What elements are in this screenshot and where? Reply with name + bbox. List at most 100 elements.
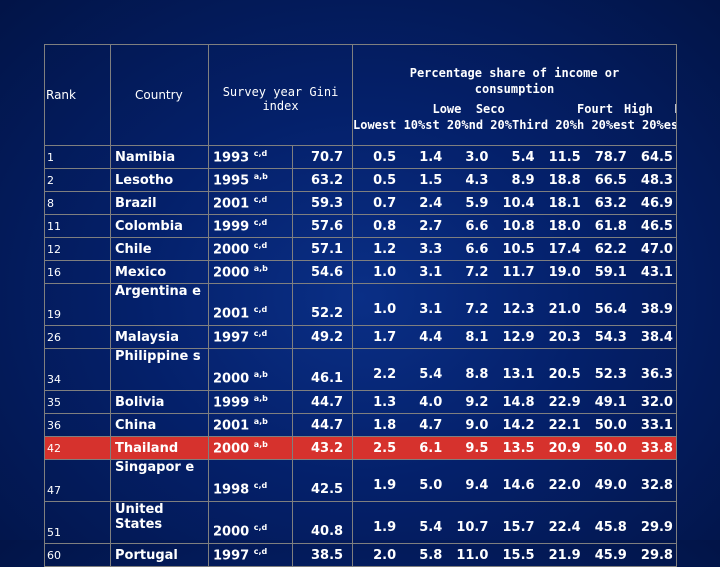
rank-cell: 1 xyxy=(44,145,111,169)
year-footnote: c,d xyxy=(253,328,268,338)
table-row: 26 Malaysia 1997 c,d 49.2 1.7 4.4 8.1 12.9 20.3 5… xyxy=(44,325,677,349)
share-value: 20.5 xyxy=(548,367,581,382)
survey-year-cell: 2000 a,b xyxy=(208,436,293,460)
share-value: 2.5 xyxy=(373,440,397,456)
share-value: 66.5 xyxy=(594,172,627,188)
country-cell: Singapor e xyxy=(110,459,209,502)
share-value: 4.7 xyxy=(419,417,443,433)
gini-cell: 54.6 xyxy=(292,260,353,284)
year-value: 1999 xyxy=(213,395,250,411)
gini-cell: 70.7 xyxy=(292,145,353,169)
share-value: 11.7 xyxy=(502,264,535,280)
share-value: 22.4 xyxy=(548,520,581,535)
survey-year-cell: 2000 a,b xyxy=(208,348,293,391)
gini-cell: 57.6 xyxy=(292,214,353,238)
shares-cell: 1.9 5.4 10.7 15.7 22.4 45.8 29.9 xyxy=(352,501,677,544)
share-value: 50.0 xyxy=(594,440,627,456)
survey-year-cell: 2001 a,b xyxy=(208,413,293,437)
table-row: 47 Singapor e 1998 c,d 42.5 1.9 5.0 9.4 14.6 22.… xyxy=(44,459,677,502)
share-value: 3.1 xyxy=(419,264,443,280)
year-value: 1993 xyxy=(213,150,250,166)
share-value: 1.8 xyxy=(373,417,397,433)
share-value: 0.5 xyxy=(373,172,397,188)
share-col-header-4: Third 20% xyxy=(511,118,577,132)
share-value: 33.1 xyxy=(640,417,673,433)
table-row: 16 Mexico 2000 a,b 54.6 1.0 3.1 7.2 11.7 19.0 59.… xyxy=(44,260,677,284)
share-value: 1.5 xyxy=(419,172,443,188)
year-value: 1995 xyxy=(213,173,250,189)
table-header-row: Rank Country Survey year Gini index Perc… xyxy=(44,44,677,146)
rank-cell: 2 xyxy=(44,168,111,192)
percentage-title-line2: consumption xyxy=(474,82,555,96)
year-footnote: c,d xyxy=(253,546,268,556)
share-value: 5.0 xyxy=(419,478,443,493)
share-col-header-6: High est 20% xyxy=(613,102,664,132)
shares-cell: 0.5 1.5 4.3 8.9 18.8 66.5 48.3 xyxy=(352,168,677,192)
share-value: 8.9 xyxy=(511,172,535,188)
table-row: 34 Philippine s 2000 a,b 46.1 2.2 5.4 8.8 13.1 2… xyxy=(44,348,677,391)
year-footnote: c,d xyxy=(253,304,268,314)
year-value: 2000 xyxy=(213,371,250,386)
gini-cell: 40.8 xyxy=(292,501,353,544)
share-value: 63.2 xyxy=(594,195,627,211)
table-row: 8 Brazil 2001 c,d 59.3 0.7 2.4 5.9 10.4 18.1 63.2… xyxy=(44,191,677,215)
year-value: 1997 xyxy=(213,330,250,346)
share-value: 18.0 xyxy=(548,218,581,234)
share-value: 4.0 xyxy=(419,394,443,410)
rank-cell: 11 xyxy=(44,214,111,238)
rank-cell: 35 xyxy=(44,390,111,414)
share-value: 13.5 xyxy=(502,440,535,456)
share-value: 54.3 xyxy=(594,329,627,345)
share-value: 0.5 xyxy=(373,149,397,165)
share-value: 7.2 xyxy=(465,302,489,317)
share-value: 47.0 xyxy=(640,241,673,257)
year-footnote: c,d xyxy=(253,522,268,532)
year-value: 2000 xyxy=(213,524,250,539)
share-value: 4.4 xyxy=(419,329,443,345)
gini-cell: 43.2 xyxy=(292,436,353,460)
share-value: 9.5 xyxy=(465,440,489,456)
share-value: 12.9 xyxy=(502,329,535,345)
share-value: 18.1 xyxy=(548,195,581,211)
country-cell: Malaysia xyxy=(110,325,209,349)
gini-cell: 59.3 xyxy=(292,191,353,215)
share-value: 9.4 xyxy=(465,478,489,493)
year-footnote: a,b xyxy=(253,263,268,273)
share-value: 5.4 xyxy=(419,520,443,535)
share-value: 5.4 xyxy=(419,367,443,382)
year-value: 2000 xyxy=(213,441,250,457)
share-value: 45.8 xyxy=(594,520,627,535)
share-col-header-2: Lowe st 20% xyxy=(425,102,469,132)
table-row: 42 Thailand 2000 a,b 43.2 2.5 6.1 9.5 13.5 20.9 5… xyxy=(44,436,677,460)
share-value: 6.6 xyxy=(465,218,489,234)
share-value: 14.8 xyxy=(502,394,535,410)
year-footnote: c,d xyxy=(253,217,268,227)
gini-cell: 52.2 xyxy=(292,283,353,326)
share-value: 50.0 xyxy=(594,417,627,433)
share-value: 62.2 xyxy=(594,241,627,257)
share-value: 6.6 xyxy=(465,241,489,257)
year-footnote: c,d xyxy=(253,240,268,250)
survey-year-cell: 1993 c,d xyxy=(208,145,293,169)
year-value: 1999 xyxy=(213,219,250,235)
share-subheaders: Lowest 10% Lowe st 20% Seco nd 20% Third 2… xyxy=(353,101,676,133)
shares-cell: 1.3 4.0 9.2 14.8 22.9 49.1 32.0 xyxy=(352,390,677,414)
year-footnote: a,b xyxy=(253,171,268,181)
share-value: 1.3 xyxy=(373,394,397,410)
slide: Rank Country Survey year Gini index Perc… xyxy=(44,44,677,567)
share-value: 20.3 xyxy=(548,329,581,345)
shares-cell: 1.7 4.4 8.1 12.9 20.3 54.3 38.4 xyxy=(352,325,677,349)
share-value: 3.0 xyxy=(465,149,489,165)
year-value: 2001 xyxy=(213,196,250,212)
shares-cell: 1.0 3.1 7.2 11.7 19.0 59.1 43.1 xyxy=(352,260,677,284)
year-value: 2000 xyxy=(213,265,250,281)
share-value: 1.7 xyxy=(373,329,397,345)
rank-header: Rank xyxy=(44,44,111,146)
shares-cell: 1.0 3.1 7.2 12.3 21.0 56.4 38.9 xyxy=(352,283,677,326)
country-cell: Bolivia xyxy=(110,390,209,414)
share-value: 8.1 xyxy=(465,329,489,345)
table-row: 60 Portugal 1997 c,d 38.5 2.0 5.8 11.0 15.5 21.9… xyxy=(44,543,677,567)
gini-cell: 57.1 xyxy=(292,237,353,261)
share-col-header-1: Lowest 10% xyxy=(353,118,426,132)
table-row: 1 Namibia 1993 c,d 70.7 0.5 1.4 3.0 5.4 11.5 78.7… xyxy=(44,145,677,169)
